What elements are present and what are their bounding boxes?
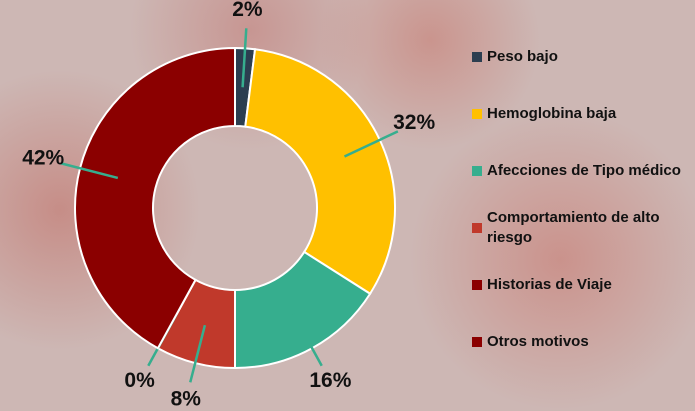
legend-label: Comportamiento de alto riesgo xyxy=(487,208,692,248)
legend-label: Otros motivos xyxy=(487,332,589,352)
data-label: 2% xyxy=(232,0,263,21)
legend-item: Historias de Viaje xyxy=(472,256,692,313)
legend-label: Hemoglobina baja xyxy=(487,104,616,124)
legend-label: Peso bajo xyxy=(487,47,558,67)
legend-label: Afecciones de Tipo médico xyxy=(487,161,681,181)
legend-item: Comportamiento de alto riesgo xyxy=(472,199,692,256)
legend-swatch xyxy=(472,109,482,119)
data-label: 16% xyxy=(309,369,351,392)
legend-swatch xyxy=(472,223,482,233)
legend-item: Afecciones de Tipo médico xyxy=(472,142,692,199)
legend-swatch xyxy=(472,337,482,347)
page: 2% 32% 16% 8% 0% 42% Peso bajo Hemoglobina baj… xyxy=(0,0,695,411)
legend-swatch xyxy=(472,166,482,176)
donut-slice xyxy=(245,49,395,293)
legend-item: Peso bajo xyxy=(472,28,692,85)
legend-item: Otros motivos xyxy=(472,313,692,370)
data-label: 32% xyxy=(393,111,435,134)
data-label: 42% xyxy=(22,146,64,169)
legend-swatch xyxy=(472,280,482,290)
data-label: 0% xyxy=(124,369,155,392)
chart: 2% 32% 16% 8% 0% 42% xyxy=(0,0,470,411)
legend-label: Historias de Viaje xyxy=(487,275,612,295)
data-label: 8% xyxy=(171,387,202,410)
legend-item: Hemoglobina baja xyxy=(472,85,692,142)
legend-swatch xyxy=(472,52,482,62)
legend: Peso bajo Hemoglobina baja Afecciones de T… xyxy=(472,28,692,370)
